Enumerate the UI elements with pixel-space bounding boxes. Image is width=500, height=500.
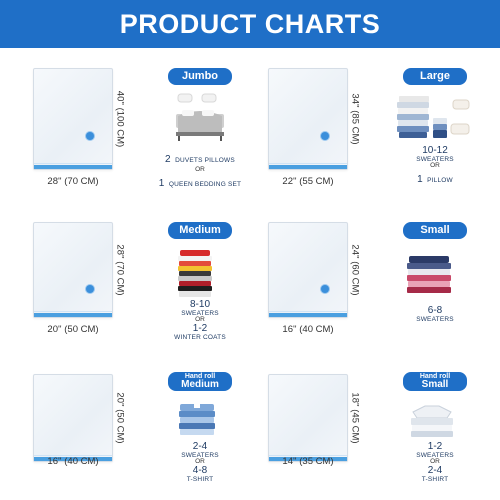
sweater-stack-icon (407, 256, 451, 293)
width-label: 22'' (55 CM) (282, 176, 334, 187)
bed-icon (176, 93, 224, 141)
capacity-caption: 10-12 SWEATERS OR 1 PILLOW (416, 145, 454, 186)
vacuum-bag-image (268, 374, 348, 462)
width-label: 16'' (40 CM) (47, 456, 99, 467)
capacity-caption: 2-4 SWEATERS OR 4-8 T-SHIRT (181, 441, 219, 483)
header-banner: PRODUCT CHARTS (0, 0, 500, 48)
size-card-handroll-medium: 20'' (50 CM) 16'' (40 CM) Hand roll Medi… (0, 354, 250, 500)
height-label: 24'' (60 CM) (349, 244, 361, 296)
width-label: 28'' (70 CM) (47, 176, 99, 187)
folded-clothes-icon (397, 96, 470, 138)
size-badge: Jumbo (168, 68, 232, 85)
sweater-stack-icon (178, 250, 212, 297)
size-card-jumbo: 40'' (100 CM) 28'' (70 CM) Jumbo 2 DUVET… (0, 48, 250, 198)
height-label: 28'' (70 CM) (114, 244, 126, 296)
valve-icon (86, 132, 94, 140)
size-card-large: 34'' (85 CM) 22'' (55 CM) Large 10-12 SW… (235, 48, 485, 198)
capacity-caption: 1-2 SWEATERS OR 2-4 T-SHIRT (416, 441, 454, 483)
height-label: 34'' (85 CM) (349, 93, 361, 145)
width-label: 20'' (50 CM) (47, 324, 99, 335)
pillow-icon (450, 99, 470, 135)
vacuum-bag-image (268, 68, 348, 170)
size-badge: Medium (168, 222, 232, 239)
valve-icon (86, 285, 94, 293)
width-label: 16'' (40 CM) (282, 324, 334, 335)
shirt-stack-icon (179, 404, 215, 435)
capacity-caption: 6-8 SWEATERS (416, 305, 454, 323)
size-badge: Hand roll Medium (168, 372, 232, 391)
height-label: 18'' (45 CM) (349, 392, 361, 444)
capacity-caption: 2 DUVETS PILLOWS OR 1 QUEEN BEDDING SET (158, 154, 242, 189)
vacuum-bag-image (33, 374, 113, 462)
height-label: 40'' (100 CM) (114, 90, 126, 148)
page-title: PRODUCT CHARTS (119, 8, 381, 39)
size-card-medium: 28'' (70 CM) 20'' (50 CM) Medium 8-10 SW… (0, 202, 250, 352)
valve-icon (321, 285, 329, 293)
shirt-stack-icon (411, 405, 453, 437)
size-badge: Small (403, 222, 467, 239)
capacity-caption: 8-10 SWEATERS OR 1-2 WINTER COATS (174, 299, 226, 341)
size-badge: Hand roll Small (403, 372, 467, 391)
width-label: 14'' (35 CM) (282, 456, 334, 467)
vacuum-bag-image (268, 222, 348, 318)
vacuum-bag-image (33, 68, 113, 170)
height-label: 20'' (50 CM) (114, 392, 126, 444)
vacuum-bag-image (33, 222, 113, 318)
valve-icon (321, 132, 329, 140)
size-badge: Large (403, 68, 467, 85)
size-card-handroll-small: 18'' (45 CM) 14'' (35 CM) Hand roll Smal… (235, 354, 485, 500)
size-card-small: 24'' (60 CM) 16'' (40 CM) Small 6-8 SWEA… (235, 202, 485, 352)
